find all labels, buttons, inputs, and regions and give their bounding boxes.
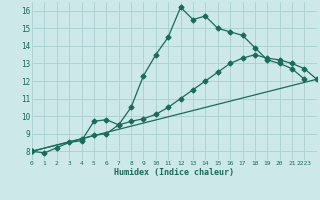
X-axis label: Humidex (Indice chaleur): Humidex (Indice chaleur) [115, 168, 234, 177]
